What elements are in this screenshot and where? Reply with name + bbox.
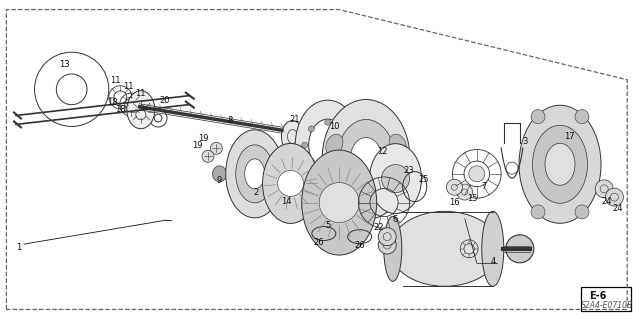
Text: 10: 10 xyxy=(329,122,339,131)
Ellipse shape xyxy=(337,120,395,199)
Circle shape xyxy=(605,188,623,206)
Text: 17: 17 xyxy=(564,132,575,141)
Circle shape xyxy=(595,180,613,198)
Circle shape xyxy=(324,165,331,171)
Text: 26: 26 xyxy=(355,241,365,250)
Ellipse shape xyxy=(226,130,284,218)
Ellipse shape xyxy=(326,134,343,155)
Circle shape xyxy=(381,165,410,193)
Text: 4: 4 xyxy=(490,257,495,266)
Ellipse shape xyxy=(301,150,377,255)
Ellipse shape xyxy=(308,119,347,171)
Text: 25: 25 xyxy=(419,175,429,184)
Circle shape xyxy=(341,159,347,164)
Text: 15: 15 xyxy=(467,194,477,203)
Circle shape xyxy=(278,170,303,197)
Text: 21: 21 xyxy=(289,115,300,124)
Text: 5: 5 xyxy=(325,221,330,230)
Ellipse shape xyxy=(390,211,500,286)
Text: 6: 6 xyxy=(393,215,398,224)
Text: 22: 22 xyxy=(374,223,384,232)
Ellipse shape xyxy=(369,144,422,214)
Circle shape xyxy=(457,184,472,200)
Circle shape xyxy=(341,126,347,132)
Circle shape xyxy=(575,205,589,219)
Text: 20: 20 xyxy=(160,96,170,105)
Text: 18: 18 xyxy=(107,98,117,107)
Circle shape xyxy=(211,142,222,154)
Ellipse shape xyxy=(326,164,343,185)
Circle shape xyxy=(324,119,331,125)
Text: 7: 7 xyxy=(481,182,486,191)
Ellipse shape xyxy=(532,125,588,203)
Ellipse shape xyxy=(244,159,265,189)
Text: 26: 26 xyxy=(314,238,324,247)
Circle shape xyxy=(378,228,396,246)
Circle shape xyxy=(378,236,396,254)
Ellipse shape xyxy=(389,134,406,155)
Text: 11: 11 xyxy=(136,89,146,98)
Ellipse shape xyxy=(212,166,227,182)
Ellipse shape xyxy=(127,91,155,129)
Text: 13: 13 xyxy=(59,60,69,69)
Circle shape xyxy=(301,142,308,148)
Text: S2A4-E0710B: S2A4-E0710B xyxy=(581,301,634,310)
Circle shape xyxy=(531,205,545,219)
Text: 11: 11 xyxy=(123,82,133,91)
Text: 16: 16 xyxy=(449,198,460,207)
Ellipse shape xyxy=(389,164,406,185)
Text: 12: 12 xyxy=(378,147,388,156)
Text: 8: 8 xyxy=(228,116,233,125)
Ellipse shape xyxy=(384,216,402,281)
Circle shape xyxy=(531,110,545,124)
Text: 24: 24 xyxy=(602,197,612,205)
Text: 11: 11 xyxy=(110,76,120,85)
Text: 14: 14 xyxy=(282,197,292,205)
Circle shape xyxy=(468,166,485,182)
Ellipse shape xyxy=(519,105,601,223)
FancyBboxPatch shape xyxy=(581,287,632,311)
Text: 24: 24 xyxy=(612,204,623,212)
Text: E-6: E-6 xyxy=(589,291,607,301)
Ellipse shape xyxy=(282,121,303,152)
Text: 19: 19 xyxy=(198,134,209,143)
Ellipse shape xyxy=(482,211,504,286)
Ellipse shape xyxy=(295,100,360,190)
Text: 2: 2 xyxy=(253,188,259,197)
Circle shape xyxy=(308,159,314,164)
Circle shape xyxy=(348,142,354,148)
Ellipse shape xyxy=(545,143,575,185)
Text: 23: 23 xyxy=(403,166,413,175)
Circle shape xyxy=(202,150,214,162)
Ellipse shape xyxy=(322,100,410,219)
Text: 18: 18 xyxy=(115,105,125,114)
Text: 3: 3 xyxy=(522,137,527,146)
Text: 19: 19 xyxy=(192,141,202,150)
Ellipse shape xyxy=(350,137,382,182)
Circle shape xyxy=(506,235,534,263)
Text: 1: 1 xyxy=(17,243,22,252)
Circle shape xyxy=(575,110,589,124)
Circle shape xyxy=(319,182,359,223)
Text: 9: 9 xyxy=(216,176,221,185)
Ellipse shape xyxy=(236,145,274,203)
Circle shape xyxy=(308,126,314,132)
Ellipse shape xyxy=(262,144,319,223)
Circle shape xyxy=(447,179,463,195)
